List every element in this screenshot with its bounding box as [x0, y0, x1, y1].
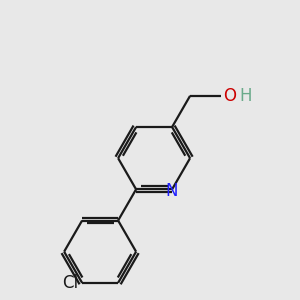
- Text: O: O: [224, 87, 237, 105]
- Text: H: H: [239, 87, 252, 105]
- Text: N: N: [166, 182, 178, 200]
- Text: Cl: Cl: [62, 274, 78, 292]
